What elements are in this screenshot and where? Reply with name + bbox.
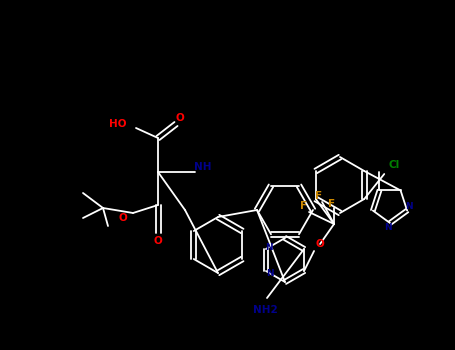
Text: NH: NH — [194, 162, 212, 172]
Text: F: F — [329, 199, 336, 209]
Text: N: N — [266, 268, 274, 278]
Text: O: O — [119, 213, 127, 223]
Text: HO: HO — [108, 119, 126, 129]
Text: F: F — [300, 201, 308, 211]
Text: O: O — [176, 113, 184, 123]
Text: O: O — [316, 239, 324, 249]
Text: N: N — [405, 202, 413, 211]
Text: O: O — [154, 236, 162, 246]
Text: Cl: Cl — [389, 160, 400, 170]
Text: N: N — [265, 243, 273, 252]
Text: NH2: NH2 — [253, 305, 278, 315]
Text: N: N — [384, 223, 392, 231]
Text: F: F — [315, 191, 323, 201]
